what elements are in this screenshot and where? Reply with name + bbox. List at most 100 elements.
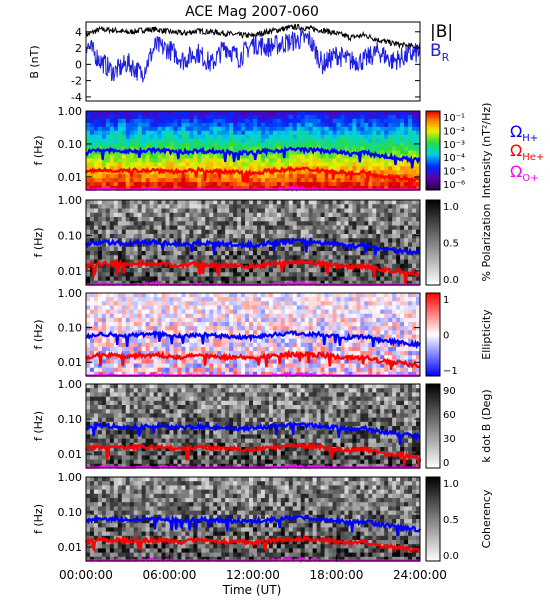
heatmap-cell xyxy=(360,221,365,226)
heatmap-cell xyxy=(260,259,266,265)
heatmap-cell xyxy=(256,158,262,163)
heatmap-cell xyxy=(153,263,158,269)
heatmap-cell xyxy=(201,346,206,352)
heatmap-cell xyxy=(117,204,123,209)
heatmap-cell xyxy=(129,146,135,151)
heatmap-cell xyxy=(292,242,298,248)
heatmap-cell xyxy=(105,111,111,116)
heatmap-cell xyxy=(304,301,310,306)
heatmap-cell xyxy=(177,142,182,147)
heatmap-cell xyxy=(380,212,385,218)
heatmap-cell xyxy=(133,363,139,369)
heatmap-cell xyxy=(408,142,413,147)
heatmap-cell xyxy=(149,276,154,282)
heatmap-cell xyxy=(276,363,282,369)
heatmap-cell xyxy=(412,114,417,120)
heatmap-cell xyxy=(165,276,170,282)
heatmap-cell xyxy=(304,367,310,373)
heatmap-cell xyxy=(348,118,353,124)
heatmap-cell xyxy=(324,367,329,373)
heatmap-cell xyxy=(245,346,250,352)
heatmap-cell xyxy=(304,154,310,159)
heatmap-cell xyxy=(221,280,226,286)
heatmap-cell xyxy=(193,297,198,302)
heatmap-cell xyxy=(304,251,310,256)
heatmap-cell xyxy=(256,200,262,205)
heatmap-cell xyxy=(304,317,310,323)
heatmap-cell xyxy=(264,305,270,310)
heatmap-cell xyxy=(137,138,143,143)
heatmap-cell xyxy=(296,251,302,256)
heatmap-cell xyxy=(101,355,107,360)
heatmap-cell xyxy=(233,118,238,124)
heatmap-cell xyxy=(169,251,174,256)
heatmap-cell xyxy=(137,268,143,273)
colorbar-segment xyxy=(426,168,440,171)
heatmap-cell xyxy=(169,272,174,277)
heatmap-cell xyxy=(245,268,250,273)
heatmap-cell xyxy=(185,217,190,222)
heatmap-cell xyxy=(304,170,310,175)
heatmap-cell xyxy=(185,251,190,256)
heatmap-cell xyxy=(149,359,154,364)
heatmap-cell xyxy=(149,166,154,171)
heatmap-cell xyxy=(113,355,119,360)
heatmap-cell xyxy=(141,322,147,327)
heatmap-cell xyxy=(284,317,290,323)
colorbar-segment xyxy=(426,116,440,120)
heatmap-cell xyxy=(312,217,318,222)
heatmap-cell xyxy=(125,212,131,218)
heatmap-cell xyxy=(376,280,381,286)
heatmap-cell xyxy=(153,251,158,256)
heatmap-cell xyxy=(241,208,246,214)
heatmap-cell xyxy=(89,154,95,159)
heatmap-cell xyxy=(149,134,154,140)
heatmap-cell xyxy=(105,367,111,373)
heatmap-cell xyxy=(169,225,174,231)
heatmap-cell xyxy=(97,122,103,128)
heatmap-cell xyxy=(344,317,349,323)
heatmap-cell xyxy=(292,367,298,373)
heatmap-cell xyxy=(229,322,234,327)
heatmap-cell xyxy=(117,313,123,319)
heatmap-cell xyxy=(165,204,170,209)
heatmap-cell xyxy=(280,309,286,315)
heatmap-cell xyxy=(229,259,234,265)
heatmap-cell xyxy=(352,234,357,239)
heatmap-cell xyxy=(249,186,254,191)
heatmap-cell xyxy=(221,217,226,222)
heatmap-cell xyxy=(93,114,99,120)
heatmap-cell xyxy=(360,301,365,306)
heatmap-cell xyxy=(400,150,405,155)
heatmap-cell xyxy=(233,305,238,310)
heatmap-cell xyxy=(268,330,274,335)
heatmap-cell xyxy=(368,130,373,136)
heatmap-cell xyxy=(101,221,107,226)
heatmap-cell xyxy=(121,272,127,277)
heatmap-cell xyxy=(173,217,178,222)
heatmap-cell xyxy=(372,212,377,218)
heatmap-cell xyxy=(141,293,147,298)
heatmap-cell xyxy=(209,367,214,373)
heatmap-cell xyxy=(117,371,123,377)
heatmap-cell xyxy=(324,118,329,124)
heatmap-cell xyxy=(89,330,95,335)
heatmap-cell xyxy=(245,272,250,277)
heatmap-panel-polarization: 1.000.100.01f (Hz)1.00.50.0% Polarizatio… xyxy=(32,194,493,287)
heatmap-cell xyxy=(268,326,274,331)
heatmap-cell xyxy=(149,313,154,319)
heatmap-cell xyxy=(376,305,381,310)
heatmap-cell xyxy=(169,238,174,243)
heatmap-cell xyxy=(284,111,290,116)
heatmap-cell xyxy=(201,272,206,277)
heatmap-cell xyxy=(197,317,202,323)
heatmap-cell xyxy=(364,229,369,235)
heatmap-cell xyxy=(177,238,182,243)
heatmap-cell xyxy=(177,276,182,282)
heatmap-cell xyxy=(332,317,337,323)
heatmap-cell xyxy=(300,317,306,323)
heatmap-cell xyxy=(372,158,377,163)
heatmap-cell xyxy=(332,280,337,286)
heatmap-cell xyxy=(284,363,290,369)
heatmap-cell xyxy=(268,182,274,187)
